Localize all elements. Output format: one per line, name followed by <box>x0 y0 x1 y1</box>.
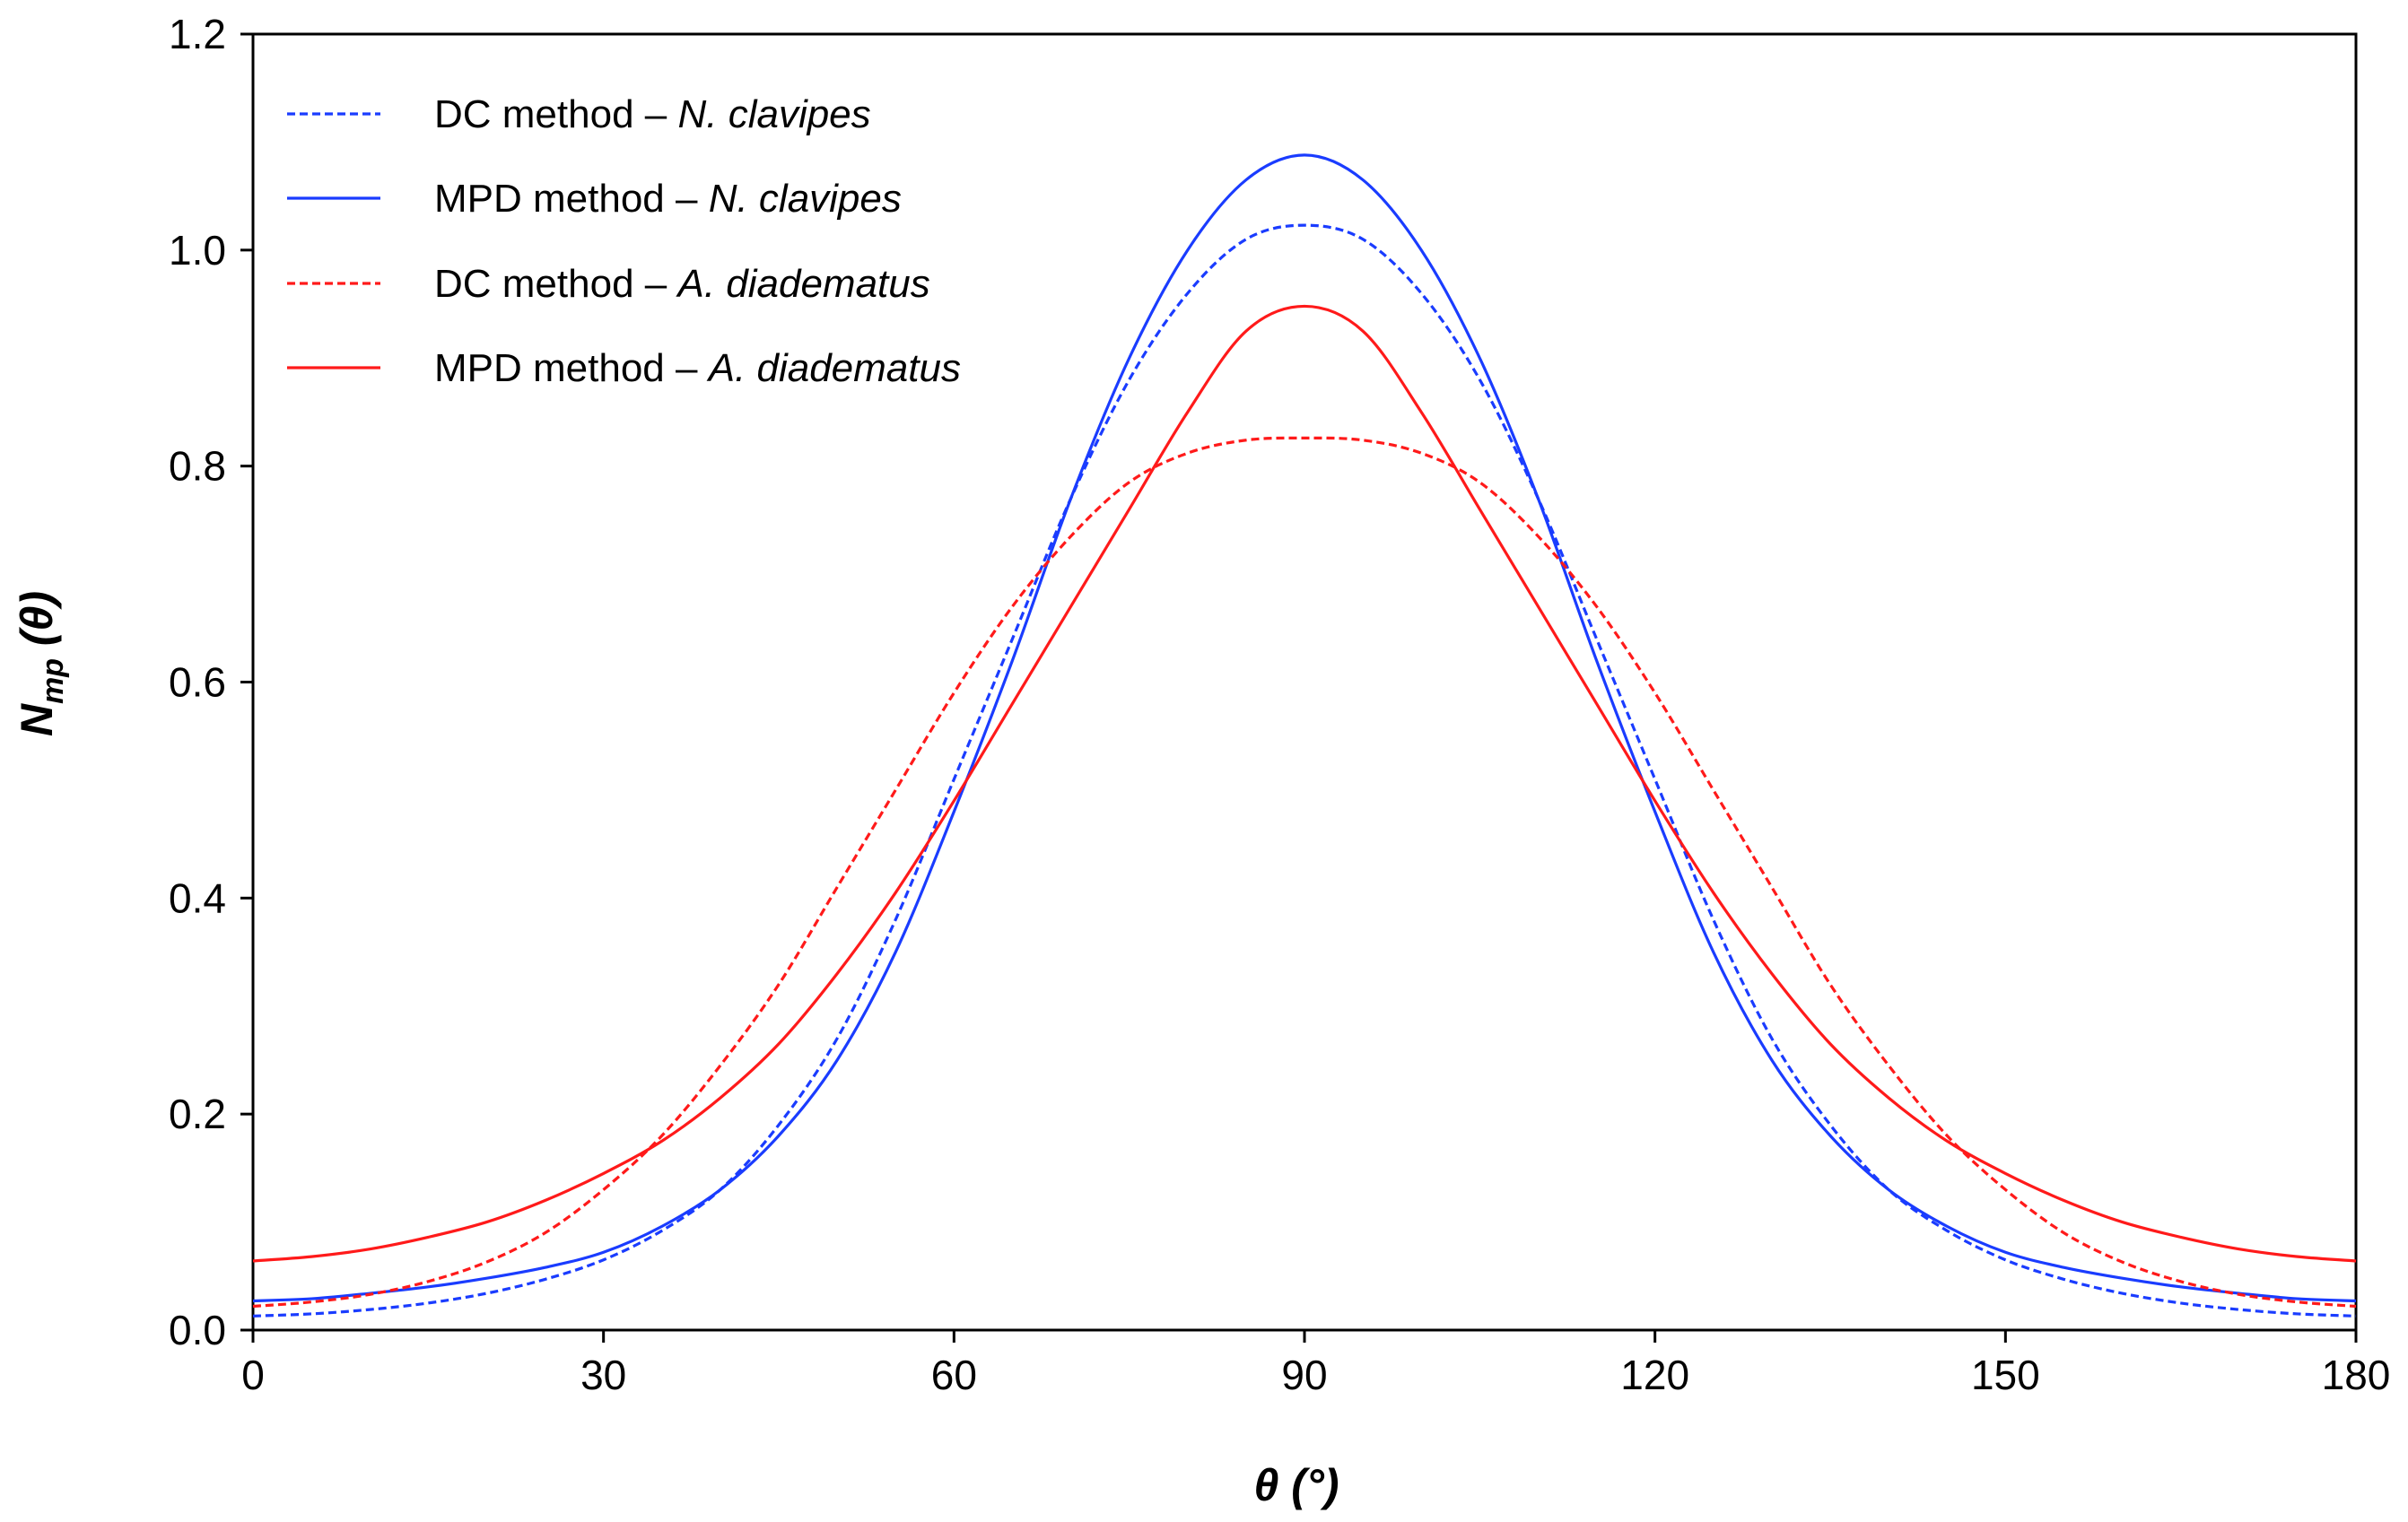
y-tick-label: 0.6 <box>169 659 226 706</box>
legend-method: DC method – <box>434 92 677 136</box>
y-tick-label: 0.4 <box>169 874 226 921</box>
x-tick-label: 150 <box>1971 1352 2040 1398</box>
legend-label-mpd-diadematus: MPD method – A. diadematus <box>434 346 961 390</box>
y-axis-base: N <box>12 703 62 736</box>
x-tick-label: 30 <box>580 1352 626 1398</box>
legend-method: MPD method – <box>434 177 709 221</box>
legend-species: N. clavipes <box>709 177 902 221</box>
y-tick-label: 0.0 <box>169 1307 226 1353</box>
legend-method: DC method – <box>434 262 677 306</box>
x-axis-symbol: θ <box>1253 1460 1278 1510</box>
x-tick-label: 60 <box>931 1352 977 1398</box>
legend-species: A. diadematus <box>675 262 929 306</box>
y-tick-label: 0.8 <box>169 443 226 490</box>
legend-label-dc-diadematus: DC method – A. diadematus <box>434 262 930 306</box>
series-line-dc-diadematus <box>252 436 2357 1309</box>
series-line-mpd-clavipes <box>252 153 2357 1303</box>
plot-frame <box>251 32 2358 1332</box>
x-tick-label: 0 <box>241 1352 265 1398</box>
legend-label-dc-clavipes: DC method – N. clavipes <box>434 92 871 136</box>
x-axis-unit: (°) <box>1278 1460 1339 1510</box>
y-axis-title: Nmp (θ) <box>12 591 70 736</box>
y-tick-label: 1.2 <box>169 11 226 57</box>
x-axis-title: θ (°) <box>1253 1460 1339 1510</box>
y-tick-label: 1.0 <box>169 227 226 274</box>
x-tick-label: 90 <box>1281 1352 1327 1398</box>
series-line-mpd-diadematus <box>252 304 2357 1263</box>
axes: 0 30 60 90 120 150 180 0.0 0.2 0.4 0.6 0.8 1.0 1.2 <box>169 11 2390 1398</box>
plot-area <box>251 32 2358 1332</box>
y-axis-suffix: (θ) <box>12 591 62 658</box>
legend-species: A. diadematus <box>706 346 961 390</box>
x-tick-label: 180 <box>2322 1352 2391 1398</box>
x-tick-label: 120 <box>1620 1352 1689 1398</box>
y-axis-subscript: mp <box>36 658 70 704</box>
legend-label-mpd-clavipes: MPD method – N. clavipes <box>434 177 902 221</box>
series-line-dc-clavipes <box>252 223 2357 1318</box>
y-tick-label: 0.2 <box>169 1091 226 1137</box>
legend-method: MPD method – <box>434 346 709 390</box>
series-group <box>252 153 2357 1318</box>
legend-species: N. clavipes <box>677 92 870 136</box>
